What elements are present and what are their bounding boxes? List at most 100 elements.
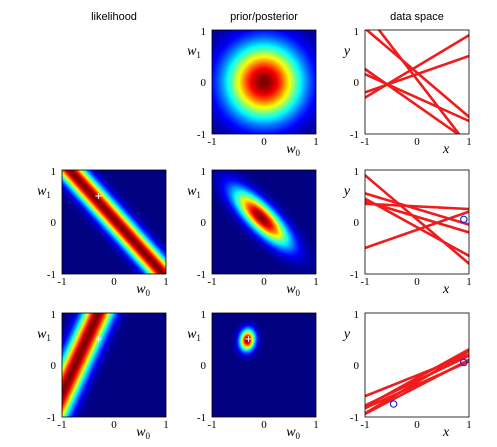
x-axis-label: x bbox=[442, 425, 450, 440]
observed-point-0 bbox=[459, 215, 468, 224]
x-tick-label: 1 bbox=[163, 276, 169, 288]
x-tick-label: 0 bbox=[414, 419, 420, 431]
y-axis-label: w1 bbox=[187, 44, 201, 60]
sample-line-4 bbox=[365, 173, 469, 265]
axes-frame bbox=[211, 169, 317, 275]
x-tick-label: 0 bbox=[261, 276, 267, 288]
sample-line-4 bbox=[365, 67, 460, 134]
sample-line-2 bbox=[365, 348, 469, 408]
data-space-background bbox=[365, 170, 469, 274]
y-tick-label: 1 bbox=[354, 166, 360, 178]
panel-prior-posterior-row-2: -1 0 1 1 0 -1 w0 w1 bbox=[187, 166, 319, 298]
x-tick-label: -1 bbox=[360, 276, 369, 288]
y-tick-label: 1 bbox=[354, 309, 360, 321]
x-tick-label: 1 bbox=[466, 419, 472, 431]
x-tick-label: 0 bbox=[261, 419, 267, 431]
axes-frame bbox=[364, 169, 470, 275]
y-tick-label: -1 bbox=[197, 269, 206, 281]
y-tick-label: 0 bbox=[354, 360, 360, 372]
sample-line-2 bbox=[365, 54, 469, 94]
y-tick-label: 1 bbox=[354, 26, 360, 38]
x-tick-label: -1 bbox=[207, 136, 216, 148]
x-tick-label: -1 bbox=[57, 276, 66, 288]
x-axis-label: w0 bbox=[286, 142, 300, 158]
true-weight-marker bbox=[95, 193, 102, 199]
x-tick-label: 1 bbox=[466, 276, 472, 288]
density-heatmap bbox=[212, 313, 316, 417]
y-tick-label: 0 bbox=[201, 360, 207, 372]
panel-prior-posterior-row-3: -1 0 1 1 0 -1 w0 w1 bbox=[187, 309, 319, 441]
y-tick-label: 0 bbox=[354, 77, 360, 89]
sample-line-0 bbox=[365, 202, 469, 211]
sample-line-5 bbox=[377, 30, 461, 134]
x-tick-label: -1 bbox=[207, 276, 216, 288]
x-tick-label: 1 bbox=[313, 419, 319, 431]
y-tick-label: -1 bbox=[197, 412, 206, 424]
y-axis-label: y bbox=[342, 184, 351, 199]
y-tick-label: 1 bbox=[201, 309, 207, 321]
y-tick-label: -1 bbox=[197, 129, 206, 141]
x-axis-label: w0 bbox=[136, 282, 150, 298]
x-tick-label: 0 bbox=[261, 136, 267, 148]
x-axis-label: w0 bbox=[286, 425, 300, 441]
true-weight-marker bbox=[245, 336, 252, 342]
x-tick-label: 0 bbox=[111, 419, 117, 431]
x-tick-label: 1 bbox=[313, 276, 319, 288]
axes-frame bbox=[364, 312, 470, 418]
y-tick-label: 0 bbox=[51, 360, 57, 372]
axes-frame bbox=[61, 312, 167, 418]
y-tick-label: 0 bbox=[354, 217, 360, 229]
x-axis-label: x bbox=[442, 282, 450, 297]
y-tick-label: -1 bbox=[350, 412, 359, 424]
y-tick-label: 1 bbox=[51, 309, 57, 321]
panel-likelihood-row-3: -1 0 1 1 0 -1 w0 w1 bbox=[37, 309, 169, 441]
sample-line-3 bbox=[365, 197, 469, 258]
x-tick-label: -1 bbox=[57, 419, 66, 431]
panel-prior-posterior-row-1: -1 0 1 1 0 -1 w0 w1 bbox=[187, 26, 319, 158]
panel-data-space-row-3: -1 0 1 1 0 -1 x y bbox=[342, 309, 472, 440]
y-axis-label: w1 bbox=[37, 184, 51, 200]
x-tick-label: -1 bbox=[360, 136, 369, 148]
x-tick-label: 0 bbox=[111, 276, 117, 288]
column-title-2: data space bbox=[390, 11, 444, 23]
density-heatmap bbox=[212, 30, 316, 134]
x-axis-label: w0 bbox=[136, 425, 150, 441]
sample-line-4 bbox=[365, 358, 469, 416]
panel-data-space-row-2: -1 0 1 1 0 -1 x y bbox=[342, 166, 472, 297]
y-tick-label: 0 bbox=[201, 77, 207, 89]
y-axis-label: y bbox=[342, 44, 351, 59]
y-axis-label: w1 bbox=[37, 327, 51, 343]
true-weight-marker bbox=[95, 336, 102, 342]
x-axis-label: x bbox=[442, 142, 450, 157]
density-heatmap bbox=[212, 170, 316, 274]
panel-data-space-row-1: -1 0 1 1 0 -1 x y bbox=[342, 26, 472, 157]
y-axis-label: w1 bbox=[187, 327, 201, 343]
x-axis-label: w0 bbox=[286, 282, 300, 298]
y-tick-label: -1 bbox=[350, 129, 359, 141]
y-tick-label: 1 bbox=[201, 166, 207, 178]
y-tick-label: -1 bbox=[47, 269, 56, 281]
density-heatmap bbox=[62, 313, 166, 417]
sample-line-2 bbox=[365, 199, 469, 234]
observed-point-0 bbox=[459, 358, 468, 367]
axes-frame bbox=[364, 29, 470, 135]
panel-likelihood-row-2: -1 0 1 1 0 -1 w0 w1 bbox=[37, 166, 169, 298]
y-tick-label: 0 bbox=[201, 217, 207, 229]
axes-frame bbox=[211, 312, 317, 418]
y-axis-label: w1 bbox=[187, 184, 201, 200]
y-tick-label: 1 bbox=[51, 166, 57, 178]
y-axis-label: y bbox=[342, 327, 351, 342]
x-tick-label: 1 bbox=[163, 419, 169, 431]
observed-point-1 bbox=[389, 400, 398, 408]
y-tick-label: 1 bbox=[201, 26, 207, 38]
axes-frame bbox=[61, 169, 167, 275]
column-title-1: prior/posterior bbox=[230, 11, 298, 23]
density-heatmap bbox=[62, 170, 166, 274]
axes-frame bbox=[211, 29, 317, 135]
y-tick-label: -1 bbox=[350, 269, 359, 281]
sample-line-5 bbox=[365, 210, 469, 250]
column-title-0: likelihood bbox=[91, 11, 137, 23]
x-tick-label: 0 bbox=[414, 136, 420, 148]
x-tick-label: 0 bbox=[414, 276, 420, 288]
